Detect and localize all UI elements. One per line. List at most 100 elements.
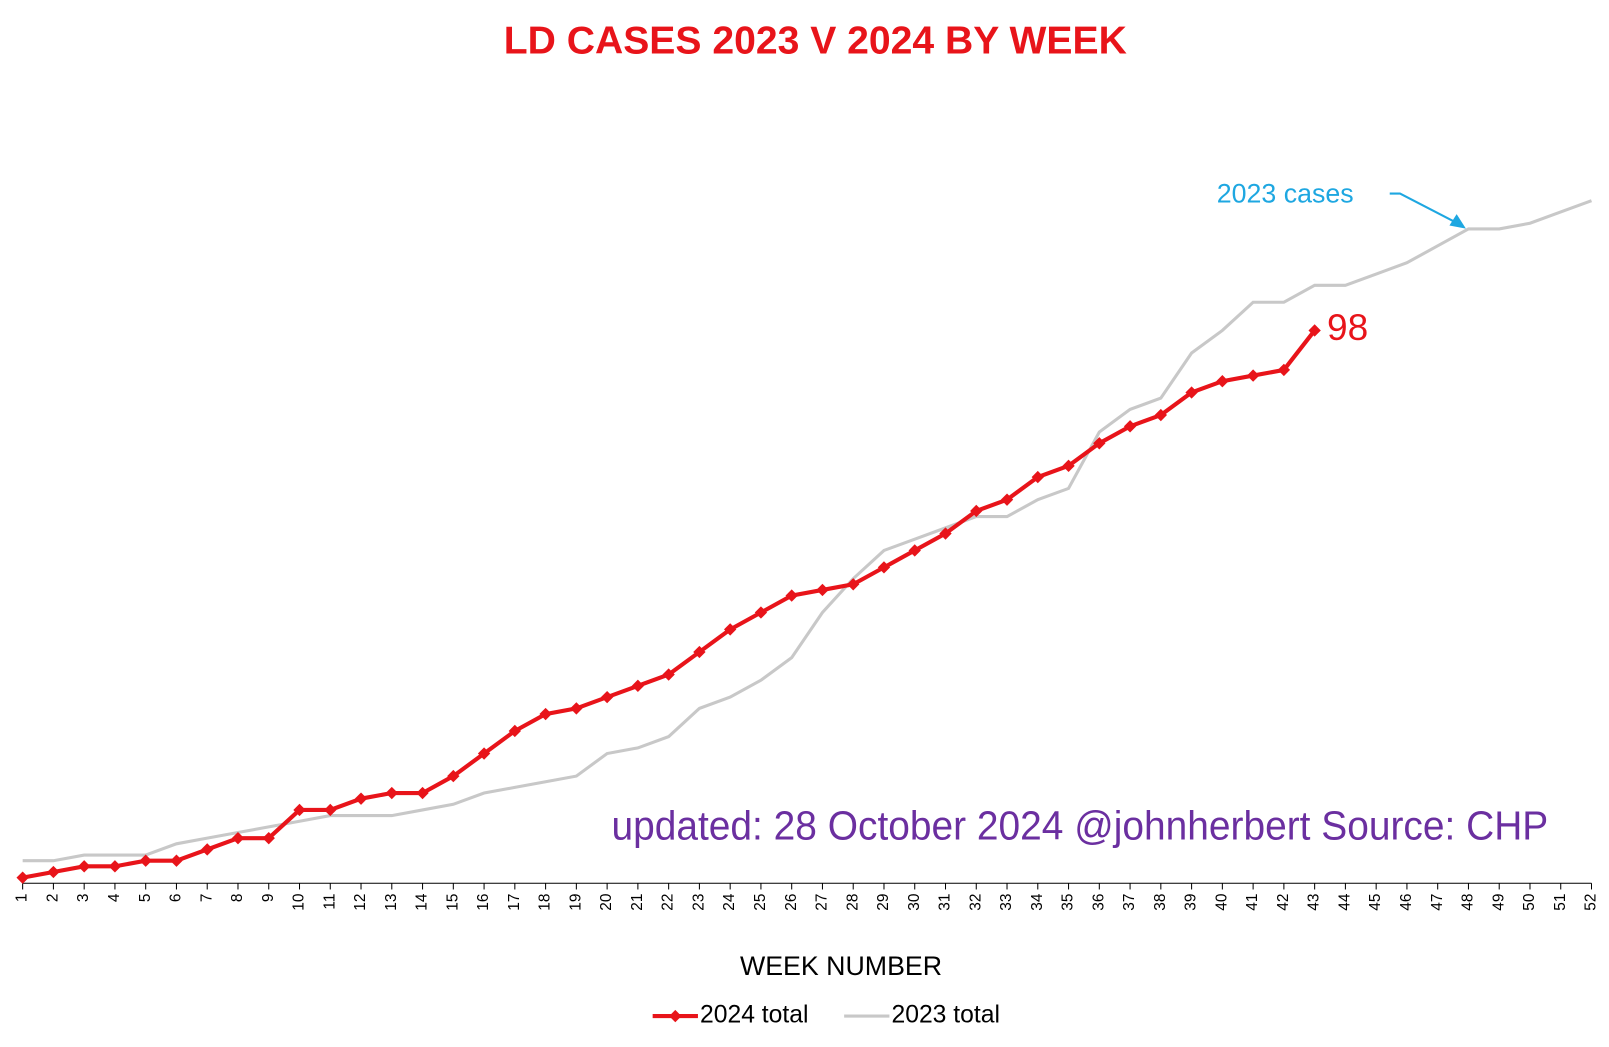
point — [1216, 375, 1229, 388]
arrow-head — [1449, 214, 1466, 229]
x-tick-label: 8 — [229, 894, 246, 903]
point — [385, 786, 398, 800]
point — [231, 831, 245, 845]
point — [785, 589, 798, 602]
x-tick-label: 31 — [937, 894, 954, 911]
x-tick-label: 37 — [1121, 894, 1138, 911]
x-tick-label: 10 — [291, 894, 308, 911]
point — [1031, 470, 1044, 484]
x-tick-label: 14 — [414, 893, 431, 911]
point — [47, 865, 60, 879]
x-tick-label: 39 — [1183, 894, 1200, 911]
point — [1062, 459, 1075, 473]
series-line — [22, 329, 1317, 880]
x-tick-label: 6 — [168, 894, 185, 903]
x-tick-label: 21 — [629, 894, 646, 911]
x-tick-label: 32 — [967, 894, 984, 911]
x-tick-label: 11 — [321, 894, 338, 910]
x-tick-label: 24 — [721, 893, 738, 911]
x-tick-label: 9 — [260, 894, 277, 903]
x-tick-label: 20 — [598, 894, 615, 911]
point — [723, 623, 737, 636]
footnote: updated: 28 October 2024 @johnherbert So… — [611, 803, 1548, 849]
x-tick-label: 50 — [1521, 894, 1538, 911]
point — [1093, 437, 1106, 450]
x-tick-label: 46 — [1398, 894, 1415, 911]
x-tick-label: 19 — [567, 894, 584, 911]
point — [16, 871, 29, 884]
point — [77, 860, 91, 873]
x-tick-label: 33 — [998, 894, 1015, 911]
x-tick-label: 35 — [1060, 894, 1077, 911]
x-tick-label: 49 — [1490, 894, 1507, 911]
x-tick-label: 43 — [1306, 894, 1323, 911]
point — [847, 578, 860, 591]
annotation: 2023 cases — [1217, 179, 1354, 209]
chart-title: LD CASES 2023 V 2024 BY WEEK — [504, 20, 1127, 63]
value-label: 98 — [1327, 306, 1368, 348]
x-tick-label: 40 — [1213, 894, 1230, 911]
x-tick-label: 41 — [1244, 894, 1261, 911]
point — [1154, 408, 1168, 422]
x-tick-label: 25 — [752, 894, 769, 911]
point — [108, 860, 122, 873]
point — [139, 854, 152, 867]
point — [600, 690, 614, 704]
x-tick-label: 38 — [1152, 894, 1169, 911]
point — [201, 843, 214, 856]
legend-label: 2023 total — [891, 1002, 999, 1029]
x-tick-label: 23 — [690, 894, 707, 911]
x-tick-label: 4 — [106, 893, 123, 902]
series-line — [22, 199, 1593, 863]
x-tick-label: 29 — [875, 894, 892, 911]
x-tick-label: 7 — [198, 894, 215, 903]
legend-label: 2024 total — [700, 1002, 808, 1029]
x-tick-label: 17 — [506, 894, 523, 911]
x-tick-label: 13 — [383, 894, 400, 911]
x-tick-label: 3 — [75, 894, 92, 903]
point — [970, 504, 983, 518]
point — [939, 527, 952, 540]
x-tick-label: 42 — [1275, 894, 1292, 911]
x-tick-label: 34 — [1029, 893, 1046, 911]
point — [416, 786, 429, 800]
point — [324, 803, 337, 817]
point — [170, 854, 183, 867]
x-tick-label: 27 — [814, 894, 831, 911]
legend-marker — [669, 1009, 682, 1023]
x-tick-label: 1 — [14, 894, 31, 903]
x-tick-label: 44 — [1336, 893, 1353, 911]
x-tick-label: 47 — [1429, 894, 1446, 911]
x-tick-label: 51 — [1552, 894, 1569, 911]
point — [816, 583, 829, 597]
point — [1277, 363, 1291, 377]
x-tick-label: 16 — [475, 894, 492, 911]
point — [508, 724, 522, 738]
x-tick-label: 26 — [783, 894, 800, 911]
x-tick-label: 28 — [844, 894, 861, 911]
annotation-arrow — [1389, 192, 1461, 226]
x-tick-label: 5 — [137, 894, 154, 903]
point — [631, 679, 645, 693]
x-tick-label: 30 — [906, 894, 923, 911]
x-tick-label: 22 — [660, 894, 677, 911]
point — [877, 561, 891, 574]
point — [447, 769, 460, 783]
point — [354, 792, 368, 805]
x-axis-label: WEEK NUMBER — [740, 951, 942, 981]
x-tick-label: 48 — [1460, 894, 1477, 911]
x-tick-label: 18 — [537, 894, 554, 911]
x-tick-label: 36 — [1090, 894, 1107, 911]
point — [539, 707, 552, 721]
x-tick-label: 45 — [1367, 894, 1384, 911]
x-tick-label: 2 — [44, 894, 61, 903]
point — [693, 645, 706, 659]
x-tick-label: 52 — [1583, 894, 1600, 911]
point — [1000, 493, 1014, 506]
point — [1246, 369, 1260, 382]
x-tick-label: 15 — [444, 894, 461, 911]
point — [570, 702, 583, 715]
x-tick-label: 12 — [352, 894, 369, 911]
